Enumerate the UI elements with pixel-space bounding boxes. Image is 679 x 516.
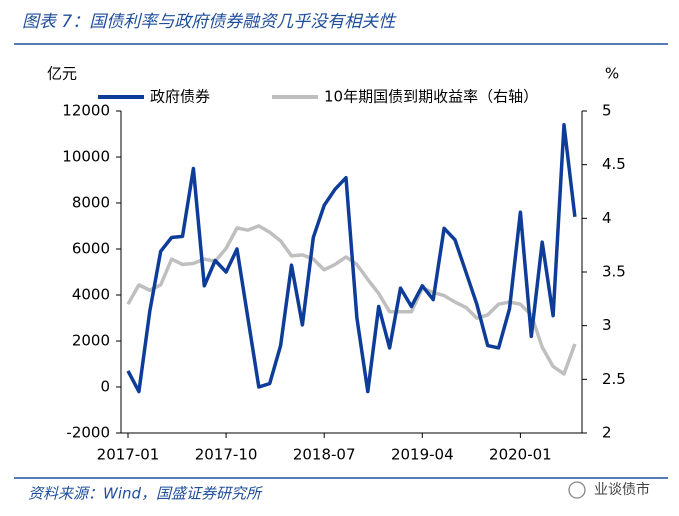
y-tick-label: 2000 (72, 332, 110, 350)
watermark: 业谈债市 (594, 481, 650, 498)
x-tick-label: 2017-10 (195, 446, 258, 464)
y2-tick-label: 4.5 (602, 155, 626, 173)
watermark-icon (568, 481, 586, 499)
y-tick-label: 12000 (62, 102, 110, 120)
y2-tick-label: 2.5 (602, 370, 626, 388)
y-tick-label: 0 (100, 378, 110, 396)
x-tick-label: 2020-01 (489, 446, 552, 464)
legend-label: 政府债券 (150, 88, 210, 106)
y2-tick-label: 5 (602, 102, 612, 120)
y-tick-label: -2000 (66, 424, 110, 442)
y-tick-label: 6000 (72, 240, 110, 258)
y2-tick-label: 3 (602, 316, 612, 334)
y-tick-label: 10000 (62, 148, 110, 166)
y-tick-label: 4000 (72, 286, 110, 304)
y-tick-label: 8000 (72, 194, 110, 212)
legend-label: 10年期国债到期收益率（右轴） (324, 88, 538, 106)
y-axis-label: 亿元 (47, 65, 77, 83)
series-line (126, 123, 577, 394)
y2-axis-label: % (605, 65, 619, 83)
y2-tick-label: 3.5 (602, 263, 626, 281)
x-tick-label: 2018-07 (293, 446, 356, 464)
x-tick-label: 2017-01 (97, 446, 160, 464)
source: 资料来源：Wind，国盛证券研究所 (28, 485, 263, 503)
y2-tick-label: 4 (602, 209, 612, 227)
y2-tick-label: 2 (602, 424, 612, 442)
x-tick-label: 2019-04 (391, 446, 454, 464)
chart-title: 图表 7：国债利率与政府债券融资几乎没有相关性 (22, 12, 397, 32)
